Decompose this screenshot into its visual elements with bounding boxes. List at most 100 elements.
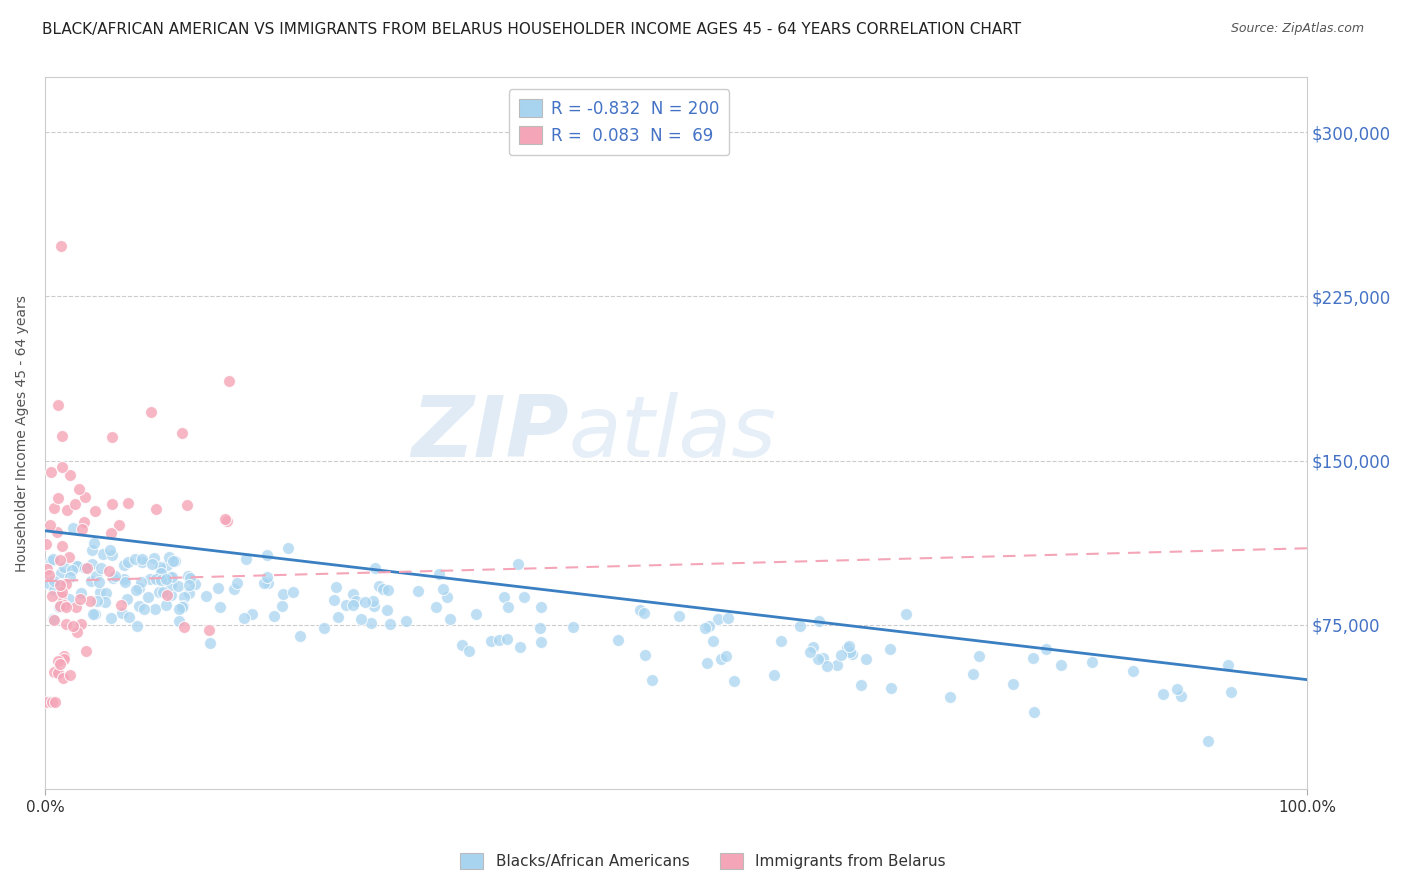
Point xyxy=(82,607,104,622)
Point xyxy=(363,594,385,608)
Point xyxy=(150,567,173,582)
Point xyxy=(49,578,72,592)
Point xyxy=(962,667,984,681)
Point xyxy=(80,557,103,571)
Point xyxy=(395,615,418,629)
Point xyxy=(256,570,278,584)
Point xyxy=(350,612,373,626)
Point xyxy=(114,574,136,589)
Point xyxy=(52,671,75,685)
Point xyxy=(425,600,447,615)
Point xyxy=(458,643,481,657)
Point xyxy=(377,582,399,597)
Point xyxy=(288,630,311,644)
Point xyxy=(65,625,87,640)
Point xyxy=(129,574,152,589)
Point xyxy=(97,564,120,578)
Point xyxy=(111,606,134,620)
Point xyxy=(432,582,454,596)
Point xyxy=(94,586,117,600)
Point xyxy=(360,616,382,631)
Point xyxy=(152,584,174,599)
Point xyxy=(479,634,502,648)
Point xyxy=(51,239,73,253)
Point xyxy=(55,599,77,614)
Point xyxy=(103,571,125,585)
Point xyxy=(44,694,66,708)
Point xyxy=(439,612,461,626)
Point xyxy=(496,632,519,646)
Point xyxy=(156,558,179,572)
Point xyxy=(142,550,165,565)
Point xyxy=(148,585,170,599)
Point xyxy=(1022,706,1045,720)
Point xyxy=(143,602,166,616)
Point xyxy=(51,576,73,591)
Point xyxy=(717,611,740,625)
Point xyxy=(89,585,111,599)
Point xyxy=(1219,684,1241,698)
Point xyxy=(52,598,75,612)
Point xyxy=(159,570,181,584)
Point xyxy=(59,468,82,483)
Point xyxy=(880,681,903,696)
Point xyxy=(149,573,172,587)
Point xyxy=(110,599,132,613)
Point xyxy=(344,594,367,608)
Point xyxy=(159,550,181,565)
Point xyxy=(325,580,347,594)
Point xyxy=(72,522,94,536)
Point xyxy=(145,502,167,516)
Point xyxy=(380,617,402,632)
Point xyxy=(139,404,162,418)
Point xyxy=(707,612,730,626)
Point xyxy=(253,576,276,591)
Point xyxy=(80,574,103,589)
Point xyxy=(136,590,159,604)
Point xyxy=(35,562,58,576)
Point xyxy=(183,577,205,591)
Point xyxy=(87,575,110,590)
Point xyxy=(697,618,720,632)
Point xyxy=(173,590,195,604)
Point xyxy=(157,572,180,586)
Point xyxy=(41,589,63,603)
Point xyxy=(508,557,530,571)
Point xyxy=(465,607,488,621)
Point xyxy=(257,576,280,591)
Point xyxy=(100,430,122,444)
Point xyxy=(173,619,195,633)
Point xyxy=(498,600,520,615)
Point xyxy=(811,650,834,665)
Point xyxy=(156,588,179,602)
Point xyxy=(283,584,305,599)
Point xyxy=(271,587,294,601)
Point xyxy=(1080,655,1102,669)
Point xyxy=(112,558,135,572)
Point xyxy=(371,582,394,597)
Point xyxy=(62,619,84,633)
Point xyxy=(450,638,472,652)
Point xyxy=(363,599,385,613)
Point xyxy=(628,603,651,617)
Point xyxy=(42,613,65,627)
Point xyxy=(138,573,160,587)
Point xyxy=(406,583,429,598)
Point xyxy=(232,611,254,625)
Point xyxy=(104,569,127,583)
Point xyxy=(218,374,240,388)
Point xyxy=(167,601,190,615)
Point xyxy=(76,560,98,574)
Point xyxy=(198,623,221,637)
Text: ZIP: ZIP xyxy=(411,392,568,475)
Point xyxy=(335,598,357,612)
Point xyxy=(194,589,217,603)
Point xyxy=(145,572,167,586)
Point xyxy=(49,577,72,591)
Point xyxy=(75,644,97,658)
Point xyxy=(35,537,58,551)
Point xyxy=(98,542,121,557)
Legend: R = -0.832  N = 200, R =  0.083  N =  69: R = -0.832 N = 200, R = 0.083 N = 69 xyxy=(509,89,730,155)
Point xyxy=(177,569,200,583)
Point xyxy=(368,579,391,593)
